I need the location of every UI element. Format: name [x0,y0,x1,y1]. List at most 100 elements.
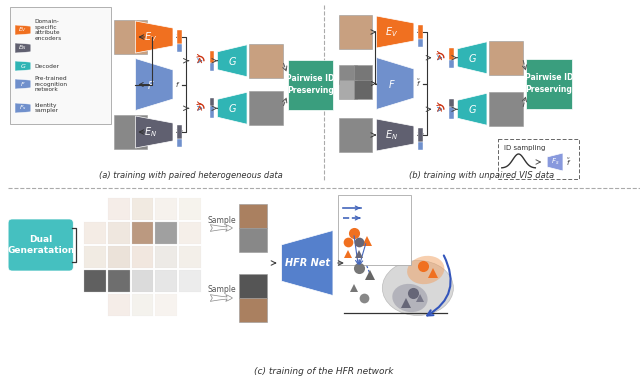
Polygon shape [136,21,173,53]
FancyBboxPatch shape [8,219,73,271]
Text: $z_v$: $z_v$ [416,27,424,37]
Polygon shape [282,231,333,296]
FancyBboxPatch shape [108,270,129,292]
FancyBboxPatch shape [114,115,147,149]
Polygon shape [218,45,247,77]
Text: Pairwise ID
Preserving: Pairwise ID Preserving [525,74,573,94]
FancyBboxPatch shape [354,65,372,84]
Text: $E_V$: $E_V$ [385,25,398,39]
FancyBboxPatch shape [239,228,267,252]
FancyBboxPatch shape [418,39,423,47]
FancyBboxPatch shape [177,44,182,52]
Text: push: push [364,215,381,221]
Text: $G$: $G$ [228,102,237,114]
FancyBboxPatch shape [179,222,201,244]
FancyBboxPatch shape [84,222,106,244]
FancyBboxPatch shape [338,195,411,265]
Text: $z_N$: $z_N$ [416,130,425,139]
Text: (c) training of the HFR network: (c) training of the HFR network [254,368,394,376]
FancyBboxPatch shape [339,118,372,152]
Text: $f$: $f$ [175,80,180,89]
Text: HFR Net: HFR Net [285,258,330,268]
FancyBboxPatch shape [177,30,182,44]
Text: $G$: $G$ [468,52,477,64]
FancyBboxPatch shape [108,198,129,220]
Text: $z_v$: $z_v$ [175,32,184,42]
Text: (b) training with unpaired VIS data: (b) training with unpaired VIS data [410,171,555,179]
FancyBboxPatch shape [209,98,214,106]
Text: Sample: Sample [207,216,236,224]
Ellipse shape [382,261,453,315]
FancyBboxPatch shape [156,198,177,220]
Text: (a) training with paired heterogeneous data: (a) training with paired heterogeneous d… [99,171,283,179]
Ellipse shape [407,256,444,284]
FancyBboxPatch shape [209,106,214,118]
FancyBboxPatch shape [132,246,153,268]
FancyBboxPatch shape [108,294,129,316]
Text: Dual
Generatation: Dual Generatation [7,235,74,255]
FancyBboxPatch shape [179,246,201,268]
FancyBboxPatch shape [489,41,522,75]
Text: $F_s$: $F_s$ [19,104,27,112]
FancyBboxPatch shape [177,139,182,147]
FancyBboxPatch shape [449,99,454,107]
FancyBboxPatch shape [339,15,372,49]
Text: $F$: $F$ [388,77,396,90]
Text: $F$: $F$ [20,80,26,88]
Polygon shape [136,116,173,148]
FancyBboxPatch shape [84,246,106,268]
Text: Domain-
specific
attribute
encoders: Domain- specific attribute encoders [35,19,62,41]
Text: NIR: NIR [364,226,378,232]
Polygon shape [15,79,31,89]
Polygon shape [376,16,414,48]
Text: ID sampling: ID sampling [504,145,545,151]
FancyBboxPatch shape [418,142,423,150]
Text: pull: pull [364,205,376,211]
FancyBboxPatch shape [449,107,454,119]
FancyBboxPatch shape [339,80,357,99]
FancyBboxPatch shape [209,51,214,63]
Text: VIS: VIS [343,226,356,232]
Polygon shape [458,42,487,74]
FancyBboxPatch shape [249,44,283,78]
Text: $E_V$: $E_V$ [144,30,157,44]
Text: Sample: Sample [207,285,236,295]
Polygon shape [218,92,247,124]
Polygon shape [15,43,31,53]
FancyBboxPatch shape [179,270,201,292]
FancyBboxPatch shape [239,204,267,228]
FancyBboxPatch shape [489,92,522,126]
FancyBboxPatch shape [132,198,153,220]
FancyBboxPatch shape [239,274,267,298]
Text: Pairwise ID
Preserving: Pairwise ID Preserving [286,74,335,94]
Polygon shape [547,153,563,171]
FancyBboxPatch shape [132,270,153,292]
FancyBboxPatch shape [108,246,129,268]
FancyBboxPatch shape [498,139,579,179]
Text: ID2: ID2 [369,251,380,257]
FancyBboxPatch shape [418,25,423,39]
FancyBboxPatch shape [156,294,177,316]
Text: $E_N$: $E_N$ [385,128,398,142]
FancyBboxPatch shape [156,270,177,292]
Text: Decoder: Decoder [35,64,60,69]
Polygon shape [15,103,31,113]
FancyBboxPatch shape [114,20,147,54]
FancyBboxPatch shape [249,91,283,125]
FancyBboxPatch shape [354,80,372,99]
FancyBboxPatch shape [177,125,182,139]
FancyBboxPatch shape [156,246,177,268]
Text: $\tilde{f}$: $\tilde{f}$ [566,156,572,168]
FancyBboxPatch shape [339,65,357,84]
FancyBboxPatch shape [287,59,333,109]
FancyBboxPatch shape [209,63,214,71]
Text: $z_N$: $z_N$ [175,127,184,137]
FancyBboxPatch shape [132,222,153,244]
Text: $G$: $G$ [468,103,477,115]
Text: ID1: ID1 [369,239,380,245]
Polygon shape [136,59,173,110]
Polygon shape [15,61,31,71]
Text: Pre-trained
recognition
network: Pre-trained recognition network [35,76,68,92]
Text: $E_N$: $E_N$ [19,43,28,53]
Polygon shape [376,58,414,109]
